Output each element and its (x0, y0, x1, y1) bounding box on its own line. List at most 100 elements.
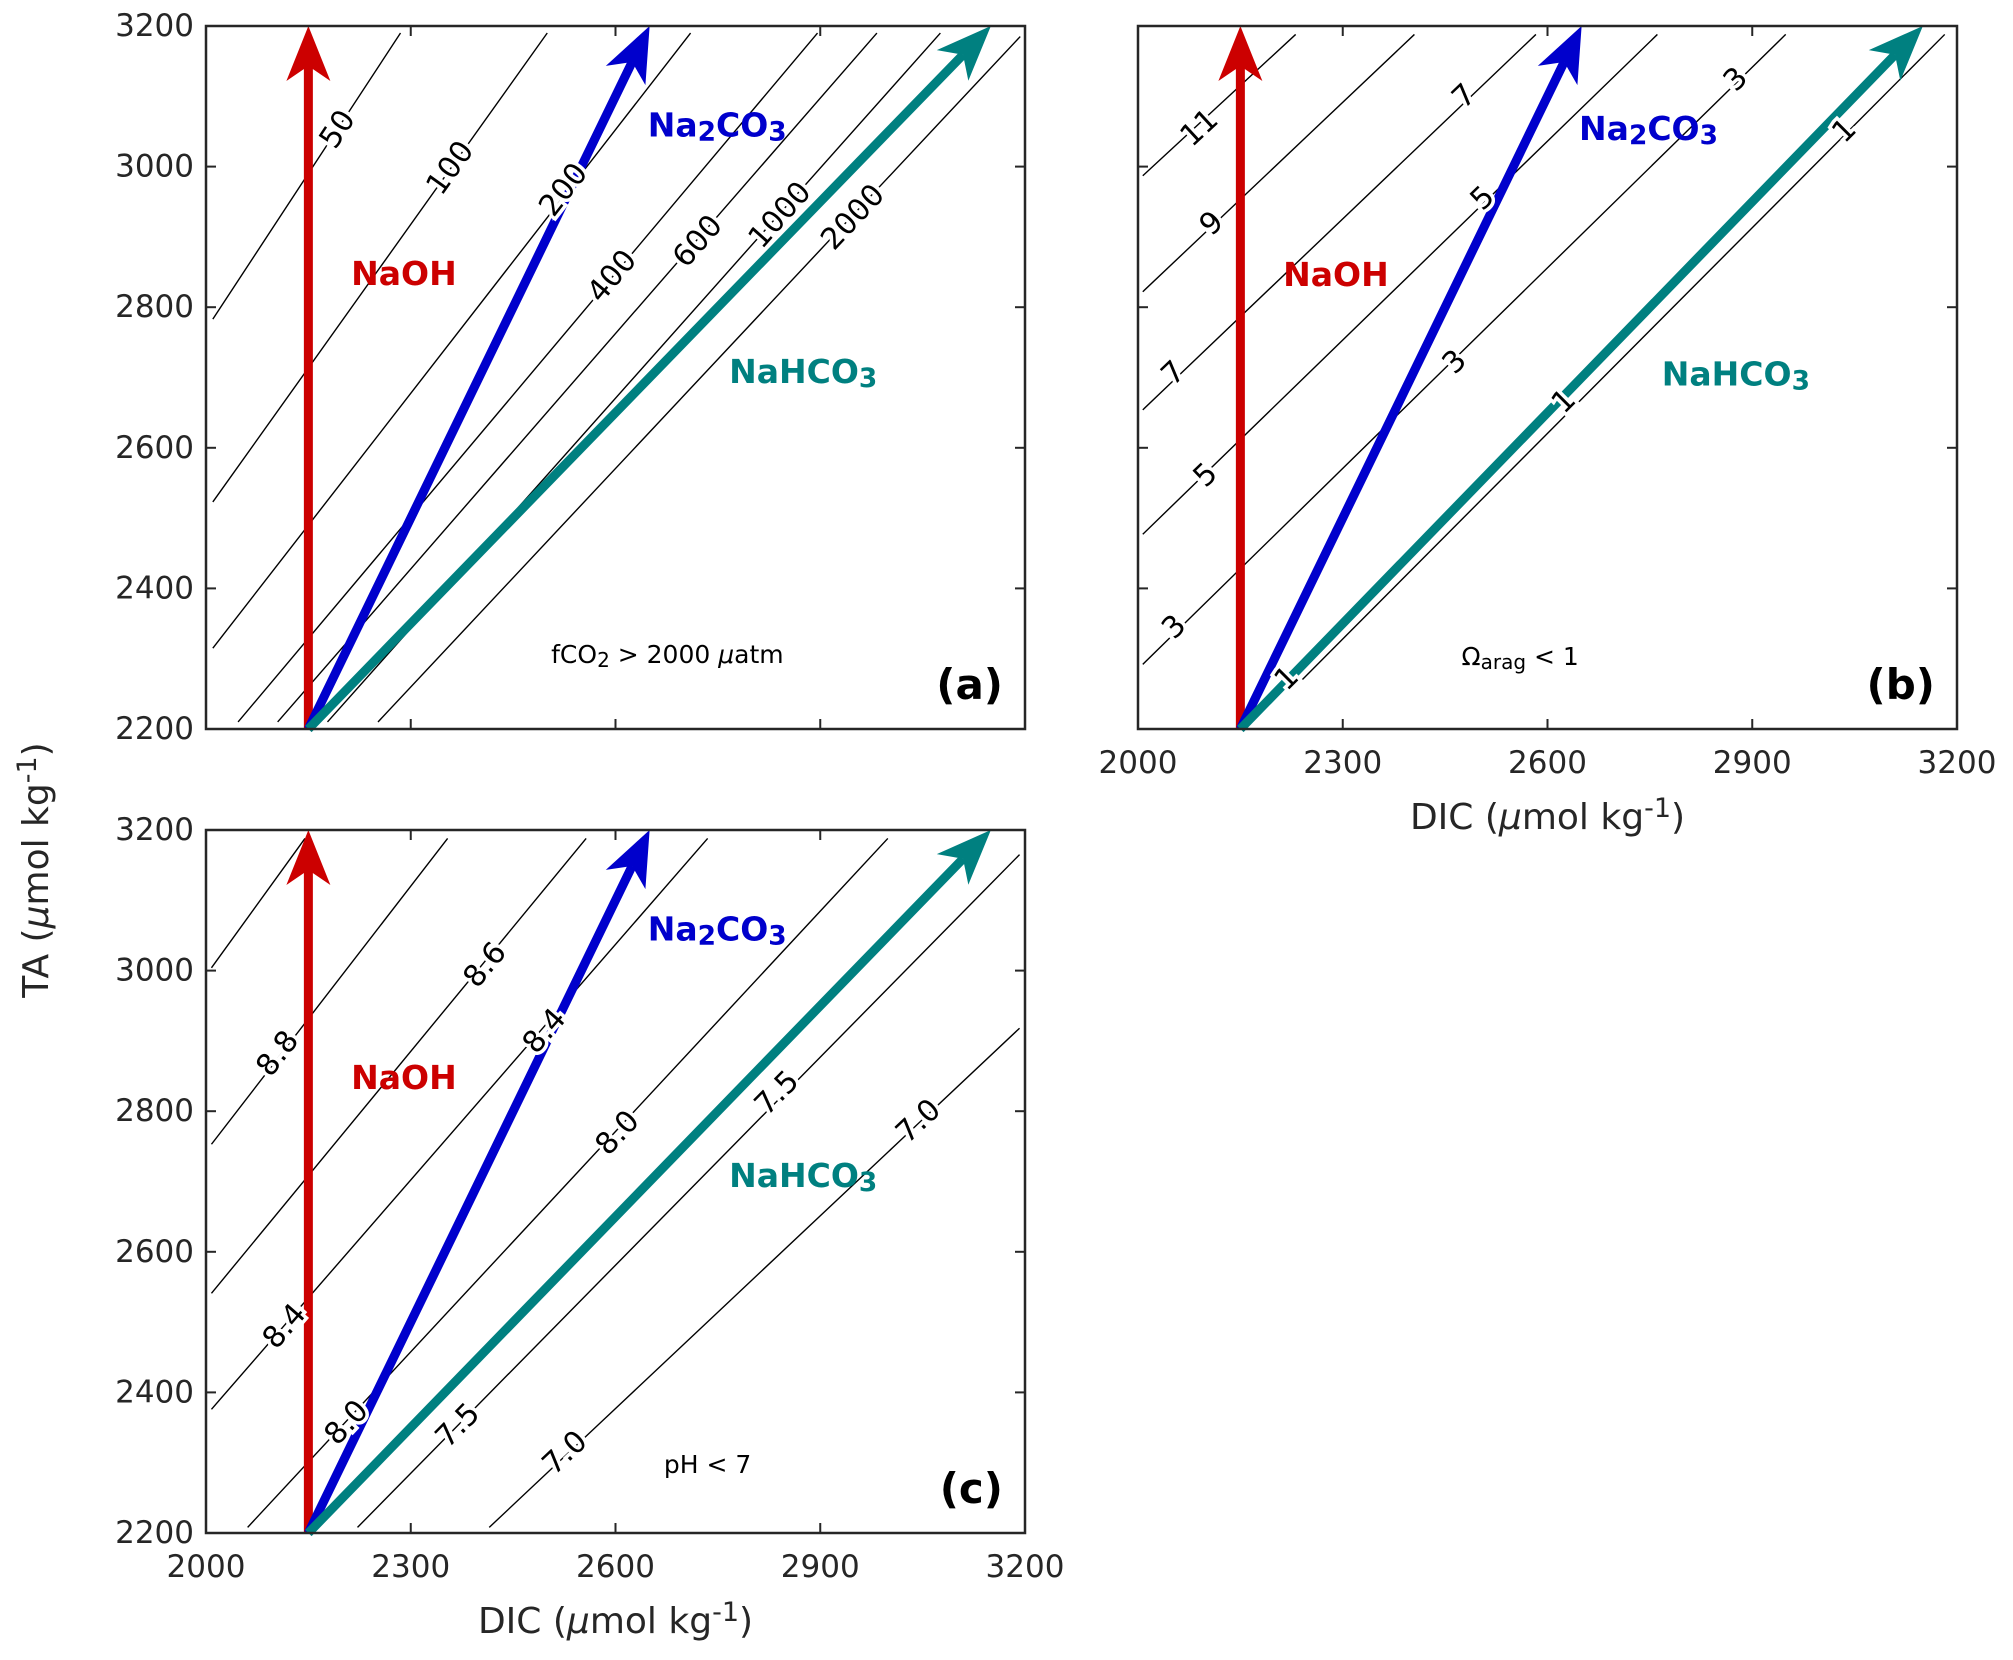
arrow-NaHCO3-shaft (305, 51, 967, 733)
y-axis-label: TA (μmol kg-1) (12, 742, 57, 998)
x-axis-label-part: mol kg (590, 1601, 712, 1642)
series-label-NaOH: NaOH (1283, 255, 1389, 294)
y-axis-label-part: μ (16, 906, 57, 930)
x-axis-label-part: -1 (1644, 793, 1671, 824)
series-label-NaOH-part: NaOH (1283, 255, 1389, 294)
contour-lines (212, 32, 1021, 723)
contour-line (1142, 33, 1415, 293)
x-axis-label-part: ) (1671, 797, 1685, 838)
x-axis-label-part: DIC ( (478, 1601, 567, 1642)
condition-note-part: fCO (551, 639, 597, 668)
arrow-Na2CO3-shaft (304, 864, 637, 1535)
series-label-NaOH: NaOH (351, 1057, 457, 1096)
x-tick-label: 2300 (371, 1549, 450, 1585)
plot-area (206, 830, 1025, 1533)
contour-line (1142, 33, 1658, 535)
contour-line (277, 32, 878, 723)
series-label-NaHCO3: NaHCO3 (1662, 354, 1810, 397)
series-label-NaOH-part: NaOH (351, 1057, 457, 1096)
contour-line (210, 837, 587, 1294)
condition-note-part: Ω (1462, 641, 1481, 670)
series-label-NaHCO3-part: 3 (859, 363, 877, 394)
contour-line (1142, 33, 1297, 177)
contour-line (237, 32, 819, 723)
series-label-NaHCO3-part: NaHCO (729, 1156, 859, 1195)
x-axis-label-part: DIC ( (1410, 797, 1499, 838)
arrow-NaHCO3-head (936, 26, 991, 81)
arrow-NaHCO3-shaft (1237, 51, 1899, 733)
y-tick-label: 2400 (115, 1374, 194, 1410)
y-tick-label: 2600 (115, 430, 194, 466)
contour-line (247, 837, 889, 1528)
arrow-NaHCO3-shaft (305, 855, 967, 1537)
panel-tag: (a) (936, 660, 1003, 709)
series-label-Na2CO3: Na2CO3 (648, 909, 787, 952)
series-label-NaHCO3-part: NaHCO (729, 352, 859, 391)
x-axis-label-part: μ (1498, 797, 1522, 838)
condition-note: fCO2 > 2000 μatm (551, 639, 783, 672)
condition-note-part: 2 (597, 648, 610, 672)
arrow-Na2CO3-shaft (1236, 60, 1569, 731)
panel-tag: (c) (940, 1464, 1003, 1513)
arrow-NaHCO3-head (1868, 26, 1923, 81)
series-label-NaHCO3-part: NaHCO (1662, 354, 1792, 393)
y-tick-label: 2400 (115, 570, 194, 606)
series-label-Na2CO3-part: 3 (1700, 120, 1718, 151)
arrow-NaOH-head (286, 830, 331, 885)
condition-note: Ωarag < 1 (1462, 641, 1579, 674)
series-label-Na2CO3-part: CO (716, 909, 768, 948)
x-axis-label-part: ) (739, 1601, 753, 1642)
x-axis-label-part: -1 (712, 1597, 739, 1628)
condition-note-part: < 1 (1526, 641, 1579, 670)
condition-note-part: arag (1481, 650, 1526, 674)
panel-tag: (b) (1867, 660, 1935, 709)
condition-note: pH < 7 (664, 1450, 751, 1479)
series-label-Na2CO3-part: Na (1579, 108, 1629, 147)
series-label-Na2CO3: Na2CO3 (648, 105, 787, 148)
plot-area (1138, 26, 1957, 729)
condition-note-part: μ (717, 639, 734, 668)
x-axis-label: DIC (μmol kg-1) (1410, 793, 1685, 838)
y-tick-label: 2800 (115, 1093, 194, 1129)
series-label-NaHCO3: NaHCO3 (729, 352, 877, 395)
series-label-Na2CO3-part: Na (648, 909, 698, 948)
arrow-NaHCO3-head (936, 830, 991, 885)
series-label-Na2CO3: Na2CO3 (1579, 108, 1718, 151)
y-axis-label-part: TA ( (16, 928, 57, 998)
series-label-Na2CO3-part: 2 (698, 921, 716, 952)
contour-line (210, 838, 449, 1145)
y-tick-label: 2600 (115, 1234, 194, 1270)
arrow-Na2CO3-head (605, 830, 650, 890)
contour-line (210, 837, 709, 1410)
x-tick-label: 2000 (1099, 745, 1178, 781)
series-label-NaHCO3: NaHCO3 (729, 1156, 877, 1199)
x-tick-label: 2900 (781, 1549, 860, 1585)
contour-line (212, 32, 692, 649)
x-tick-label: 3200 (986, 1549, 1065, 1585)
y-tick-label: 3200 (115, 8, 194, 44)
y-tick-label: 3000 (115, 149, 194, 185)
y-axis-label-part: mol kg (16, 783, 57, 905)
y-axis-label-part: ) (16, 742, 57, 756)
arrow-Na2CO3-shaft (304, 60, 637, 731)
series-label-NaHCO3-part: 3 (859, 1167, 877, 1198)
arrow-Na2CO3-head (1537, 26, 1582, 86)
x-axis-label-part: mol kg (1522, 797, 1644, 838)
contour-line (377, 36, 1021, 723)
contour-line (357, 854, 1021, 1528)
x-axis-label: DIC (μmol kg-1) (478, 1597, 753, 1642)
series-label-Na2CO3-part: 2 (698, 117, 716, 148)
x-tick-label: 2000 (167, 1549, 246, 1585)
x-tick-label: 3200 (1918, 745, 1997, 781)
condition-note-part: atm (734, 639, 783, 668)
plot-area (206, 26, 1025, 729)
contour-lines (1142, 33, 1946, 693)
x-axis-label-part: μ (566, 1601, 590, 1642)
y-axis-label-part: -1 (12, 756, 43, 783)
x-tick-label: 2600 (1508, 745, 1587, 781)
series-label-Na2CO3-part: 2 (1629, 120, 1647, 151)
contour-line (210, 838, 306, 969)
x-tick-label: 2300 (1303, 745, 1382, 781)
contour-line (1289, 33, 1946, 693)
